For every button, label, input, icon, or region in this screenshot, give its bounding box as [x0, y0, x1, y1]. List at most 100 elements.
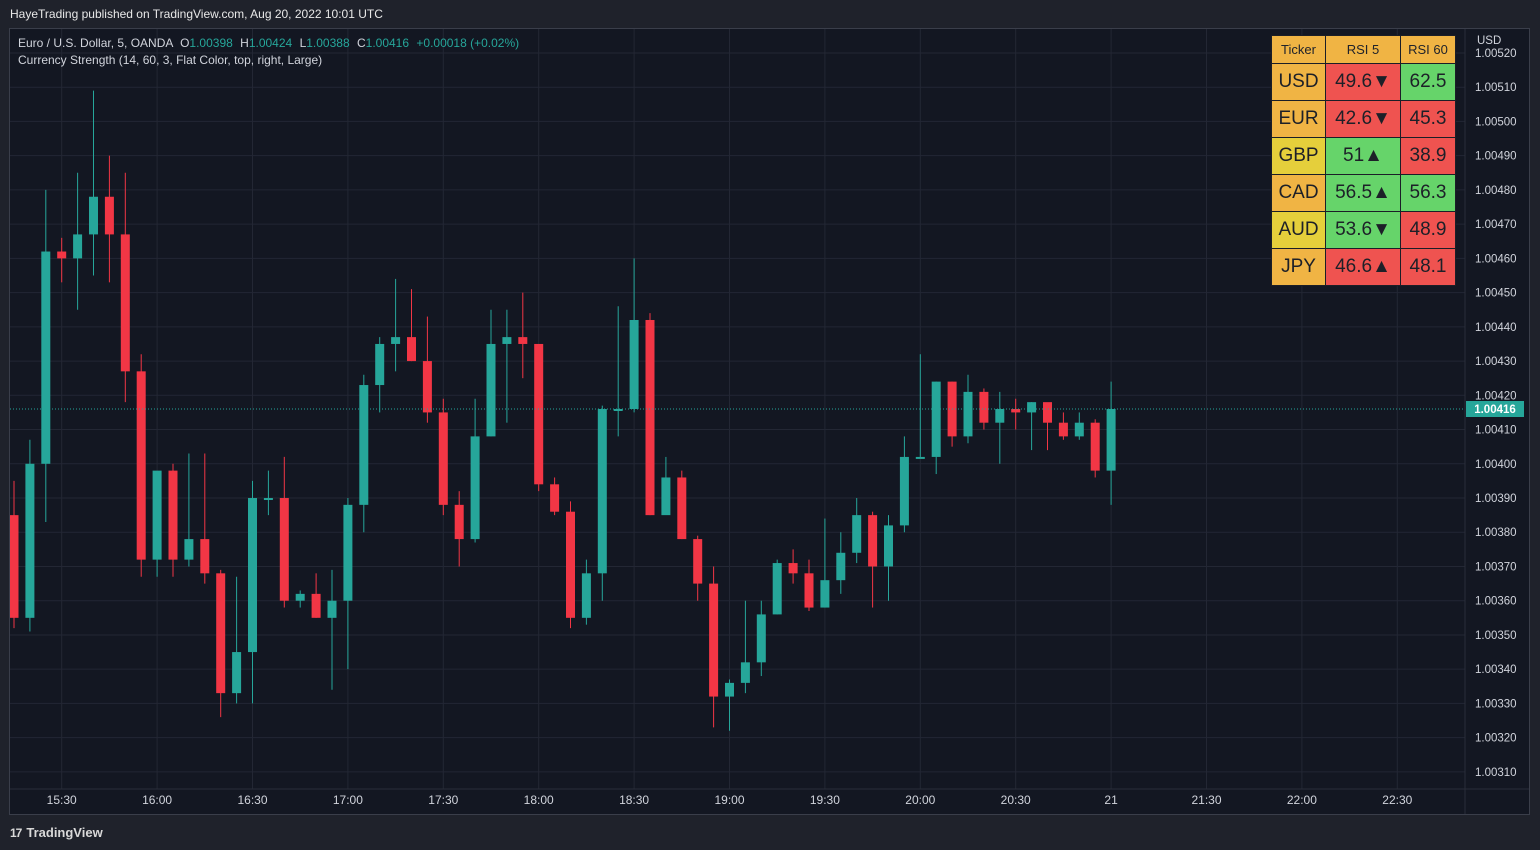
header-ticker: Ticker	[1271, 35, 1326, 64]
table-row: AUD 53.6▼ 48.9	[1271, 211, 1456, 249]
close-label: C	[356, 36, 366, 50]
open-value: 1.00398	[189, 36, 233, 50]
candle-body	[518, 337, 528, 344]
candle-body	[248, 498, 257, 653]
candle-body	[57, 251, 67, 259]
candle-body	[884, 525, 893, 567]
y-tick-label: 1.00310	[1475, 767, 1517, 779]
candle-body	[629, 319, 639, 409]
x-tick-label: 20:30	[1001, 793, 1031, 807]
y-tick-label: 1.00400	[1475, 459, 1517, 471]
x-tick-label: 18:00	[524, 793, 554, 807]
change-value: +0.00018 (+0.02%)	[416, 36, 520, 50]
candle-body	[566, 511, 575, 618]
candle-body	[581, 573, 591, 618]
header-rsi60: RSI 60	[1400, 35, 1456, 64]
candle-body	[979, 391, 989, 423]
rsi60-cell: 62.5	[1400, 63, 1456, 101]
x-tick-label: 16:00	[142, 793, 172, 807]
candle-body	[868, 515, 878, 567]
candle-body	[263, 498, 273, 501]
rsi60-cell: 38.9	[1400, 137, 1456, 175]
candle-body	[407, 337, 416, 362]
candle-body	[311, 593, 321, 618]
candle-body	[89, 196, 98, 235]
x-tick-label: 17:00	[333, 793, 363, 807]
last-price-badge	[1466, 401, 1524, 417]
y-tick-label: 1.00470	[1475, 219, 1517, 231]
y-tick-label: 1.00520	[1475, 48, 1517, 60]
candle-body	[104, 196, 114, 235]
candle-body	[693, 539, 703, 584]
x-tick-label: 19:00	[714, 793, 744, 807]
candle-body	[41, 251, 51, 464]
candle-body	[820, 580, 830, 608]
publish-info: HayeTrading published on TradingView.com…	[10, 7, 383, 21]
candle-body	[995, 409, 1005, 423]
high-label: H	[240, 36, 249, 50]
indicator-label[interactable]: Currency Strength (14, 60, 3, Flat Color…	[18, 53, 323, 67]
header-rsi5: RSI 5	[1325, 35, 1401, 64]
candle-body	[899, 456, 909, 526]
x-tick-label: 21:30	[1191, 793, 1221, 807]
ticker-cell: GBP	[1271, 137, 1326, 175]
y-tick-label: 1.00510	[1475, 82, 1517, 94]
candle-body	[152, 470, 162, 560]
last-price-label: 1.00416	[1474, 404, 1516, 416]
candle-body	[597, 409, 607, 574]
candle-body	[661, 477, 671, 516]
y-tick-label: 1.00360	[1475, 596, 1517, 608]
candle-body	[120, 234, 130, 372]
candle-body	[375, 343, 385, 386]
rsi5-cell: 46.6▲	[1325, 248, 1401, 286]
table-row: CAD 56.5▲ 56.3	[1271, 174, 1456, 212]
tradingview-mark-icon: 17	[10, 826, 22, 840]
candle-body	[10, 515, 19, 618]
candle-body	[470, 436, 480, 540]
candle-body	[73, 234, 83, 259]
rsi5-cell: 49.6▼	[1325, 63, 1401, 101]
table-row: GBP 51▲ 38.9	[1271, 137, 1456, 175]
candle-body	[502, 337, 512, 344]
candle-body	[200, 539, 210, 574]
symbol-label[interactable]: Euro / U.S. Dollar, 5, OANDA	[18, 36, 173, 50]
currency-strength-table: Ticker RSI 5 RSI 60 USD 49.6▼ 62.5 EUR 4…	[1271, 35, 1456, 286]
candle-body	[836, 552, 846, 581]
candle-body	[1027, 402, 1037, 413]
candle-body	[772, 563, 782, 615]
candle-body	[1043, 402, 1052, 423]
low-value: 1.00388	[306, 36, 350, 50]
tradingview-logo[interactable]: 17 TradingView	[10, 825, 103, 840]
ticker-cell: AUD	[1271, 211, 1326, 249]
x-tick-label: 22:00	[1287, 793, 1317, 807]
candle-body	[486, 343, 496, 437]
rsi60-cell: 56.3	[1400, 174, 1456, 212]
footer-bar	[0, 815, 1540, 850]
y-tick-label: 1.00490	[1475, 151, 1517, 163]
candle-body	[756, 614, 766, 663]
currency-label: USD	[1477, 35, 1501, 47]
candle-body	[232, 652, 242, 694]
candle-body	[279, 498, 289, 601]
candle-body	[804, 573, 814, 608]
candle-body	[645, 319, 655, 516]
x-tick-label: 21	[1104, 793, 1118, 807]
candle-body	[136, 371, 146, 560]
candle-body	[343, 504, 353, 601]
rsi60-cell: 48.9	[1400, 211, 1456, 249]
candle-body	[963, 391, 973, 437]
x-tick-label: 16:30	[237, 793, 267, 807]
candle-body	[915, 456, 925, 459]
x-tick-label: 15:30	[47, 793, 77, 807]
candle-body	[216, 573, 226, 694]
candle-body	[1106, 409, 1116, 471]
rsi5-cell: 51▲	[1325, 137, 1401, 175]
candle-body	[1090, 422, 1100, 471]
candle-body	[725, 682, 734, 697]
y-tick-label: 1.00350	[1475, 630, 1517, 642]
rsi60-cell: 45.3	[1400, 100, 1456, 138]
table-header-row: Ticker RSI 5 RSI 60	[1271, 35, 1456, 64]
candle-body	[1058, 422, 1068, 437]
chart-legend: Euro / U.S. Dollar, 5, OANDA O1.00398 H1…	[18, 35, 519, 69]
candle-body	[184, 539, 194, 560]
